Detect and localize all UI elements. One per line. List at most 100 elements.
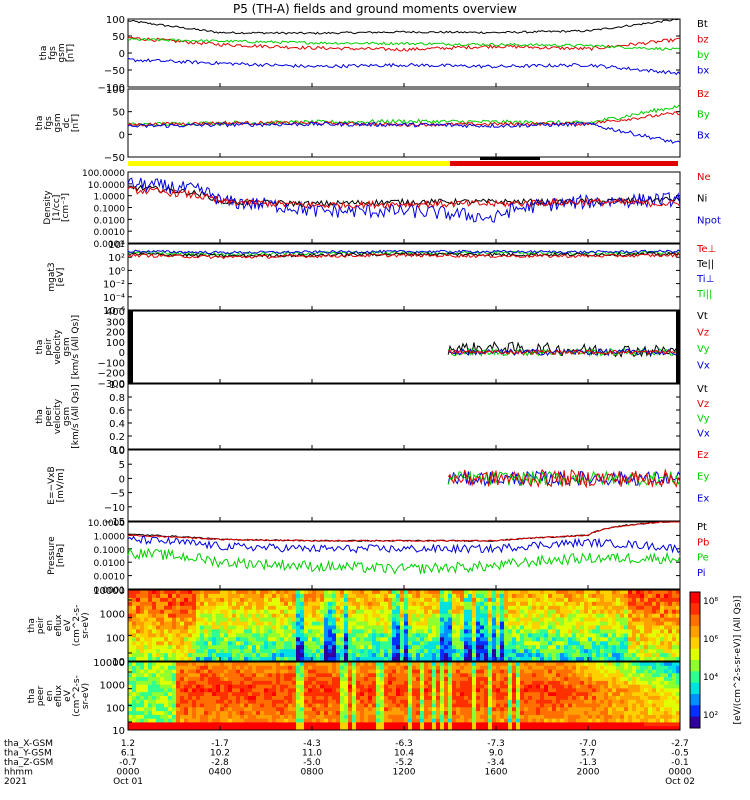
y-axis-label-line: velocity — [53, 329, 63, 365]
legend-Bz: Bz — [697, 89, 709, 100]
y-tick-label: 10⁰ — [108, 266, 125, 277]
y-axis-label-line: (cm^2-s- — [72, 605, 82, 647]
y-tick-label: 0.0010 — [94, 573, 126, 583]
ephemeris-value: -0.7 — [119, 758, 137, 768]
legend-Vx: Vx — [697, 428, 710, 439]
colorbar-label: [eV/(cm^2-s-sr-eV)] (All Qs)] — [733, 596, 743, 725]
y-axis-label-line: [nPa] — [56, 544, 66, 567]
y-axis-label-line: tha — [27, 618, 37, 633]
ephemeris-value: 1.2 — [121, 739, 135, 749]
y-tick-label: 10 — [112, 446, 125, 457]
y-axis-label-line: eflux — [54, 684, 64, 707]
ephemeris: tha_X-GSM 1.2 -1.7 -4.3 -6.3 -7.3 -7.0 -2.7 tha_… — [4, 739, 695, 787]
ephemeris-value: -3.4 — [487, 758, 505, 768]
ephemeris-label: 2021 — [4, 777, 27, 787]
mode-bar-red — [450, 161, 678, 166]
y-axis-label-line: tha — [35, 116, 45, 131]
mode-bar-black — [480, 157, 540, 160]
y-axis-label-line: (cm^2-s- — [72, 675, 82, 717]
mode-bar-yellow — [128, 161, 450, 166]
series-Pe — [127, 547, 681, 575]
y-tick-label: 10.0000 — [88, 181, 125, 191]
panel-fgs_gsm: 100 50 0 −50 −100 tha fgs gsm [nT] Bt bz by bx — [39, 15, 709, 94]
panel-frame — [127, 171, 681, 244]
spectrogram-peir — [127, 589, 681, 662]
legend-Pt: Pt — [697, 522, 707, 533]
y-axis-label-line: gsm — [62, 407, 72, 426]
legend-Npot: Npot — [697, 215, 721, 226]
colorbar-frame — [689, 591, 701, 729]
ephemeris-value: 9.0 — [489, 749, 504, 759]
ephemeris-label: tha_Y-GSM — [4, 749, 52, 759]
y-axis-label: tha peer en eflux eV (cm^2-s-sr-eV) — [27, 675, 91, 717]
y-axis-label-line: fgs — [44, 116, 54, 130]
ephemeris-value: 0400 — [209, 768, 232, 778]
fill-right — [676, 311, 680, 383]
ephemeris-label: tha_Z-GSM — [4, 758, 53, 768]
ephemeris-value: -7.0 — [579, 739, 597, 749]
y-axis-label-line: [eV] — [56, 268, 66, 287]
series-Vt — [447, 340, 681, 359]
legend-By: By — [697, 110, 710, 121]
y-tick-label: 10² — [108, 253, 125, 264]
series-bz — [127, 36, 681, 52]
legend-Pb: Pb — [697, 537, 709, 548]
y-tick-label: 100 — [106, 15, 125, 26]
legend-Te⊥: Te⊥ — [696, 244, 716, 255]
legend-Ez: Ez — [697, 450, 709, 461]
y-tick-label: 300 — [106, 317, 125, 328]
legend-Ex: Ex — [697, 493, 709, 504]
y-axis-label: mgat3 [eV] — [47, 262, 66, 291]
colorbar-tick-label: 10⁶ — [703, 635, 718, 645]
y-axis-label-line: [mV/m] — [56, 469, 66, 503]
y-tick-label: 10.0000 — [88, 519, 125, 529]
y-tick-label: 200 — [106, 328, 125, 339]
ephemeris-value: 0000 — [669, 768, 692, 778]
legend-Vt: Vt — [697, 311, 708, 322]
y-tick-label: 0.1000 — [94, 205, 126, 215]
series-Npot — [127, 177, 681, 223]
panel-peer_velocity: 1.0 0.8 0.6 0.4 0.2 0.0 tha peer velocity gsm [km/… — [35, 380, 710, 456]
y-tick-label: 10⁴ — [108, 240, 125, 251]
y-tick-label: 1.0000 — [94, 532, 126, 542]
y-tick-label: 10000 — [93, 586, 125, 597]
y-tick-label: −5 — [110, 489, 125, 500]
ephemeris-value: 1600 — [485, 768, 508, 778]
ephemeris-value: 0000 — [117, 768, 140, 778]
y-tick-label: −200 — [98, 369, 125, 380]
panel-frame — [127, 521, 681, 590]
panel-frame — [127, 383, 681, 450]
ephemeris-value: 1200 — [393, 768, 416, 778]
y-tick-label: 0.0001 — [94, 240, 126, 250]
ephemeris-value: -0.5 — [671, 749, 689, 759]
y-axis-label-line: peir — [44, 338, 54, 356]
legend-bz: bz — [697, 35, 709, 46]
y-axis-label: Pressure [nPa] — [47, 536, 66, 575]
y-tick-label: 0 — [119, 474, 125, 485]
legend-Vz: Vz — [697, 399, 709, 410]
legend-Te||: Te|| — [696, 259, 714, 270]
y-axis-label: tha peir en eflux eV (cm^2-s-sr-eV) — [27, 605, 91, 647]
y-tick-label: 0 — [119, 348, 125, 359]
series-Pi — [127, 535, 681, 555]
ephemeris-value: -5.0 — [303, 758, 321, 768]
y-tick-label: 100 — [106, 338, 125, 349]
ephemeris-value: -1.3 — [579, 758, 597, 768]
ephemeris-value: 11.0 — [302, 749, 322, 759]
y-tick-label: 10 — [112, 726, 125, 737]
y-axis-label-line: tha — [27, 689, 37, 704]
y-axis-label-line: tha — [35, 340, 45, 355]
legend-Bx: Bx — [697, 130, 710, 141]
y-axis-label-line: eV — [63, 689, 73, 702]
y-axis-label-line: gsm — [57, 43, 67, 62]
y-tick-label: 0.8 — [109, 393, 125, 404]
y-axis-label-line: peer — [36, 685, 46, 706]
legend-by: by — [697, 50, 709, 61]
y-tick-label: −100 — [98, 83, 125, 94]
series-bx — [127, 57, 681, 76]
y-tick-label: 0.2 — [109, 432, 125, 443]
panel-frame — [127, 310, 681, 384]
legend-Bt: Bt — [697, 19, 708, 30]
